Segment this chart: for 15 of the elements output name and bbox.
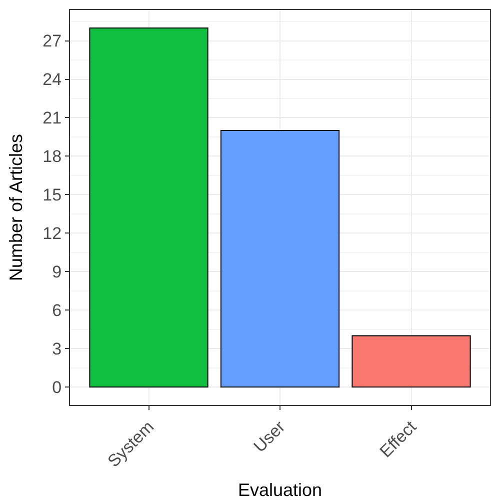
y-tick-label: 12 <box>42 224 62 244</box>
bar <box>352 335 471 388</box>
y-tick-label: 15 <box>42 186 62 205</box>
y-axis-title: Number of Articles <box>6 134 26 282</box>
y-tick-label: 9 <box>52 262 62 282</box>
bar <box>89 27 208 388</box>
y-tick-label: 24 <box>42 70 62 90</box>
y-tick-label: 21 <box>42 108 62 128</box>
y-tick-label: 3 <box>52 340 62 359</box>
y-tick-label: 6 <box>52 301 62 320</box>
bar <box>220 130 340 388</box>
y-tick-label: 0 <box>52 378 62 397</box>
x-axis-title: Evaluation <box>238 480 322 500</box>
y-tick-label: 18 <box>42 147 62 166</box>
y-tick-label: 27 <box>42 32 62 51</box>
